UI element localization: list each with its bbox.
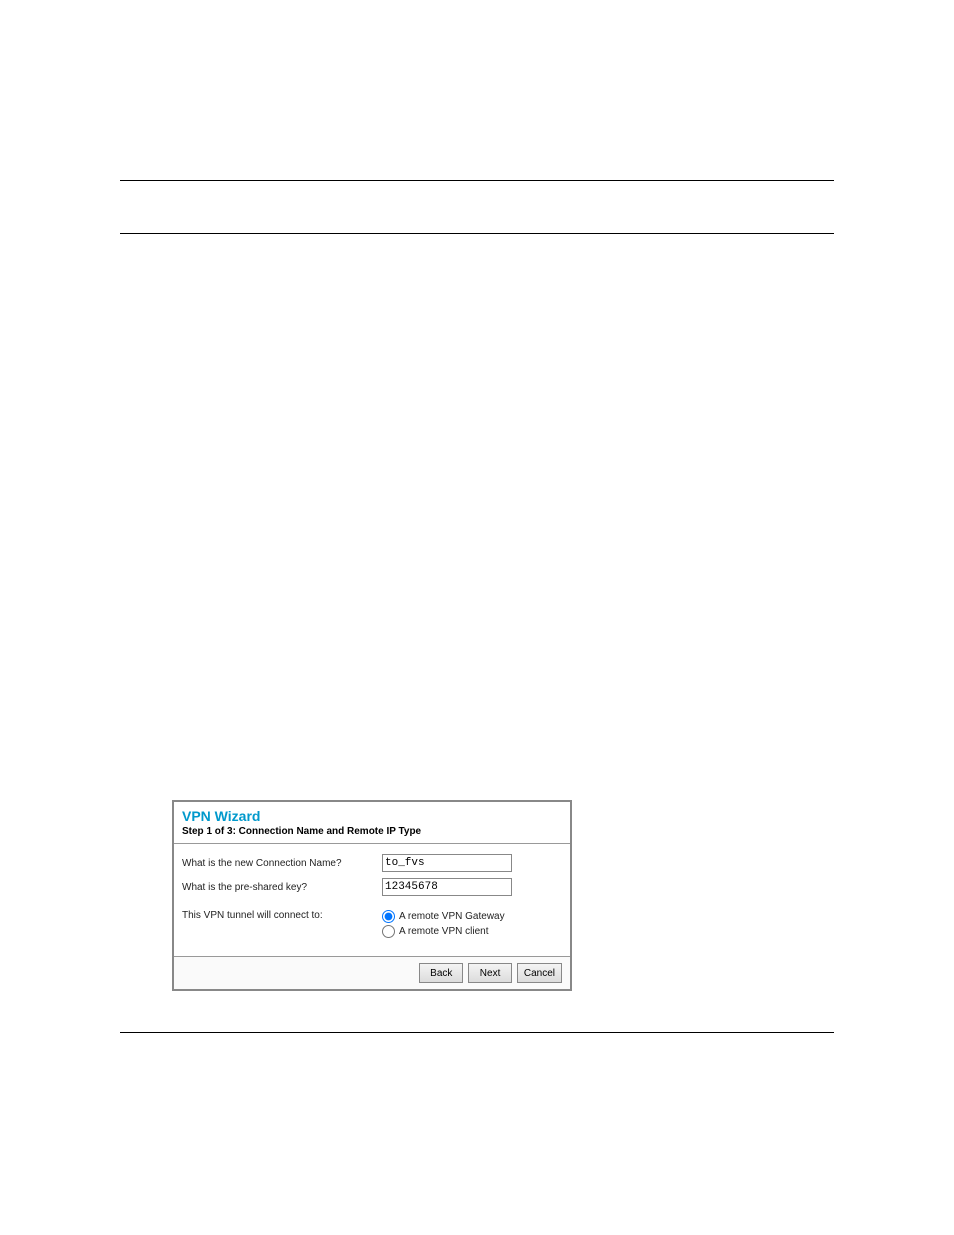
header-rule-bottom <box>120 233 834 234</box>
next-button[interactable]: Next <box>468 963 512 983</box>
label-connection-name: What is the new Connection Name? <box>182 858 382 869</box>
label-psk: What is the pre-shared key? <box>182 882 382 893</box>
wizard-footer: Back Next Cancel <box>174 956 570 989</box>
radio-option-client[interactable]: A remote VPN client <box>382 925 505 938</box>
header-rule-top <box>120 180 834 181</box>
cancel-button[interactable]: Cancel <box>517 963 562 983</box>
radio-gateway-label: A remote VPN Gateway <box>399 911 505 922</box>
radio-client-input[interactable] <box>382 925 395 938</box>
footer-rule <box>120 1032 834 1033</box>
wizard-title: VPN Wizard <box>182 808 562 824</box>
input-psk[interactable] <box>382 878 512 896</box>
radio-gateway-input[interactable] <box>382 910 395 923</box>
vpn-wizard-panel: VPN Wizard Step 1 of 3: Connection Name … <box>172 800 572 991</box>
row-tunnel-target: This VPN tunnel will connect to: A remot… <box>182 910 562 938</box>
input-connection-name[interactable] <box>382 854 512 872</box>
wizard-body: What is the new Connection Name? What is… <box>174 844 570 956</box>
wizard-step-label: Step 1 of 3: Connection Name and Remote … <box>182 826 562 837</box>
row-connection-name: What is the new Connection Name? <box>182 854 562 872</box>
radio-group-tunnel: A remote VPN Gateway A remote VPN client <box>382 910 505 938</box>
back-button[interactable]: Back <box>419 963 463 983</box>
page: VPN Wizard Step 1 of 3: Connection Name … <box>0 0 954 1235</box>
wizard-header: VPN Wizard Step 1 of 3: Connection Name … <box>174 802 570 844</box>
label-tunnel-target: This VPN tunnel will connect to: <box>182 910 382 921</box>
radio-option-gateway[interactable]: A remote VPN Gateway <box>382 910 505 923</box>
radio-client-label: A remote VPN client <box>399 926 488 937</box>
row-psk: What is the pre-shared key? <box>182 878 562 896</box>
